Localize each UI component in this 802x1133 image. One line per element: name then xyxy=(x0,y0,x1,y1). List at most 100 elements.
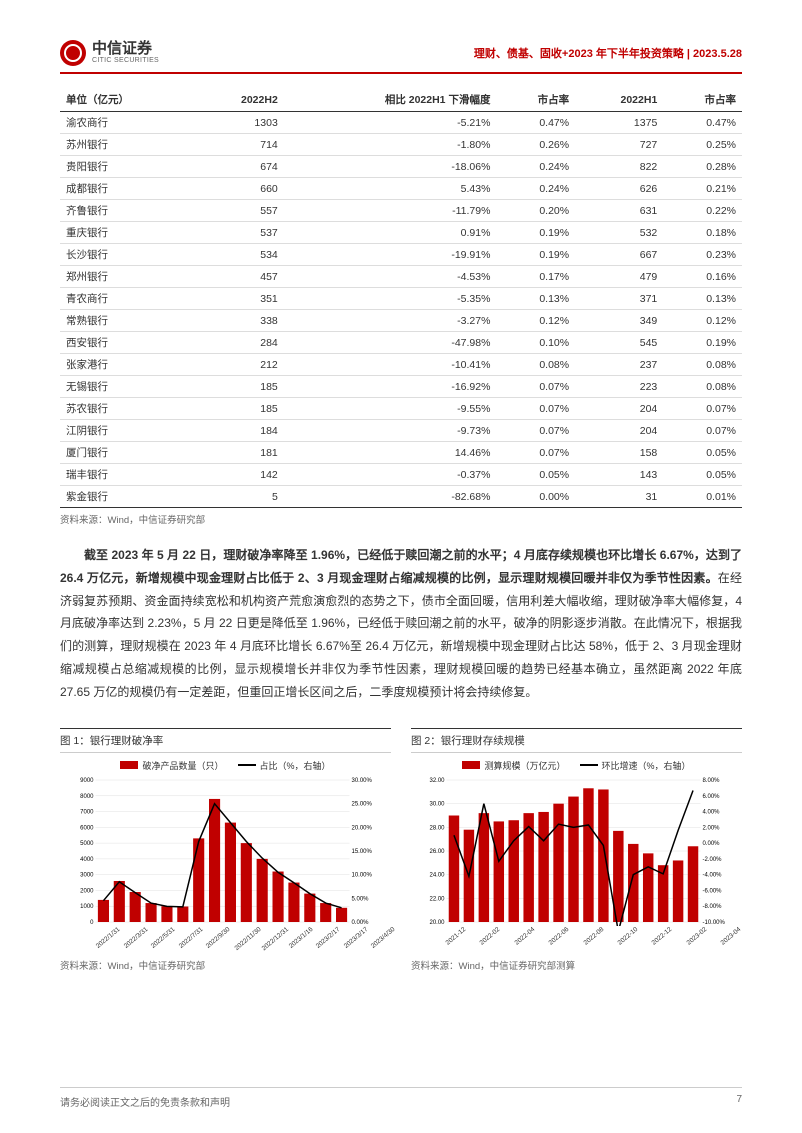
table-cell: 郑州银行 xyxy=(60,266,196,288)
table-header-cell: 2022H2 xyxy=(196,88,284,112)
table-cell: 0.00% xyxy=(496,486,575,508)
table-cell: 631 xyxy=(575,200,663,222)
table-cell: 0.26% xyxy=(496,134,575,156)
svg-text:8.00%: 8.00% xyxy=(703,778,721,784)
svg-text:6.00%: 6.00% xyxy=(703,793,721,799)
table-cell: 瑞丰银行 xyxy=(60,464,196,486)
table-cell: 5.43% xyxy=(284,178,497,200)
table-cell: 0.13% xyxy=(496,288,575,310)
table-cell: 0.17% xyxy=(496,266,575,288)
chart-1: 图 1：银行理财破净率 破净产品数量（只） 占比（%，右轴） 010002000… xyxy=(60,728,391,972)
table-cell: 0.47% xyxy=(496,112,575,134)
table-cell: 0.07% xyxy=(496,398,575,420)
table-cell: 0.07% xyxy=(663,398,742,420)
table-header-cell: 2022H1 xyxy=(575,88,663,112)
table-cell: 532 xyxy=(575,222,663,244)
svg-text:32.00: 32.00 xyxy=(429,778,445,784)
table-cell: 0.28% xyxy=(663,156,742,178)
chart-2-title: 图 2：银行理财存续规模 xyxy=(411,728,742,753)
paragraph-bold: 截至 2023 年 5 月 22 日，理财破净率降至 1.96%，已经低于赎回潮… xyxy=(60,548,742,585)
table-cell: 212 xyxy=(196,354,284,376)
table-cell: 0.13% xyxy=(663,288,742,310)
table-cell: 0.91% xyxy=(284,222,497,244)
logo-text-cn: 中信证券 xyxy=(92,41,159,58)
chart-1-plot: 01000200030004000500060007000800090000.0… xyxy=(60,776,391,926)
table-cell: 727 xyxy=(575,134,663,156)
table-cell: 534 xyxy=(196,244,284,266)
chart-2-legend-bar: 测算规模（万亿元） xyxy=(462,759,565,772)
bank-table: 单位（亿元）2022H2相比 2022H1 下滑幅度市占率2022H1市占率 渝… xyxy=(60,88,742,508)
table-cell: 0.08% xyxy=(663,376,742,398)
table-cell: 贵阳银行 xyxy=(60,156,196,178)
table-cell: 0.07% xyxy=(663,420,742,442)
table-cell: 重庆银行 xyxy=(60,222,196,244)
table-cell: 5 xyxy=(196,486,284,508)
table-header-cell: 市占率 xyxy=(663,88,742,112)
table-cell: 0.22% xyxy=(663,200,742,222)
table-cell: 204 xyxy=(575,398,663,420)
svg-text:5000: 5000 xyxy=(80,841,94,847)
table-cell: 185 xyxy=(196,376,284,398)
table-cell: -0.37% xyxy=(284,464,497,486)
logo: 中信证券 CITIC SECURITIES xyxy=(60,40,159,66)
page-header: 中信证券 CITIC SECURITIES 理财、债基、固收+2023 年下半年… xyxy=(60,40,742,74)
table-source: 资料来源：Wind，中信证券研究部 xyxy=(60,512,742,526)
table-header-cell: 市占率 xyxy=(496,88,575,112)
table-cell: 142 xyxy=(196,464,284,486)
table-row: 重庆银行5370.91%0.19%5320.18% xyxy=(60,222,742,244)
table-cell: 0.21% xyxy=(663,178,742,200)
table-cell: 143 xyxy=(575,464,663,486)
svg-text:9000: 9000 xyxy=(80,778,94,784)
table-cell: 674 xyxy=(196,156,284,178)
legend-bar-swatch xyxy=(462,761,480,769)
table-cell: 0.01% xyxy=(663,486,742,508)
chart-1-legend-line: 占比（%，右轴） xyxy=(238,759,331,772)
table-cell: 714 xyxy=(196,134,284,156)
table-cell: 0.05% xyxy=(663,464,742,486)
table-cell: 江阴银行 xyxy=(60,420,196,442)
table-cell: 西安银行 xyxy=(60,332,196,354)
legend-line-swatch xyxy=(580,764,598,766)
table-header-cell: 相比 2022H1 下滑幅度 xyxy=(284,88,497,112)
svg-text:10.00%: 10.00% xyxy=(352,872,373,878)
table-cell: 厦门银行 xyxy=(60,442,196,464)
chart-1-legend-bar: 破净产品数量（只） xyxy=(120,759,223,772)
svg-text:24.00: 24.00 xyxy=(429,872,445,878)
svg-text:0.00%: 0.00% xyxy=(703,841,721,847)
table-cell: 0.19% xyxy=(663,332,742,354)
table-cell: 0.08% xyxy=(496,354,575,376)
table-row: 苏州银行714-1.80%0.26%7270.25% xyxy=(60,134,742,156)
table-cell: 长沙银行 xyxy=(60,244,196,266)
table-cell: 351 xyxy=(196,288,284,310)
logo-icon xyxy=(60,40,86,66)
chart-1-legend-bar-label: 破净产品数量（只） xyxy=(142,759,223,772)
svg-text:5.00%: 5.00% xyxy=(352,896,370,902)
table-cell: 667 xyxy=(575,244,663,266)
table-cell: 822 xyxy=(575,156,663,178)
table-cell: 31 xyxy=(575,486,663,508)
table-cell: 0.47% xyxy=(663,112,742,134)
table-cell: 14.46% xyxy=(284,442,497,464)
table-cell: 苏州银行 xyxy=(60,134,196,156)
table-cell: 0.18% xyxy=(663,222,742,244)
table-cell: 557 xyxy=(196,200,284,222)
chart-1-title: 图 1：银行理财破净率 xyxy=(60,728,391,753)
table-row: 青农商行351-5.35%0.13%3710.13% xyxy=(60,288,742,310)
table-cell: 1303 xyxy=(196,112,284,134)
page-footer: 请务必阅读正文之后的免责条款和声明 7 xyxy=(60,1087,742,1109)
table-row: 紫金银行5-82.68%0.00%310.01% xyxy=(60,486,742,508)
table-cell: 223 xyxy=(575,376,663,398)
table-cell: 0.19% xyxy=(496,222,575,244)
svg-text:-4.00%: -4.00% xyxy=(703,872,723,878)
table-cell: 0.25% xyxy=(663,134,742,156)
svg-text:15.00%: 15.00% xyxy=(352,849,373,855)
chart-2-source: 资料来源：Wind，中信证券研究部测算 xyxy=(411,958,742,972)
table-row: 张家港行212-10.41%0.08%2370.08% xyxy=(60,354,742,376)
svg-text:2.00%: 2.00% xyxy=(703,825,721,831)
table-cell: 0.16% xyxy=(663,266,742,288)
footer-disclaimer: 请务必阅读正文之后的免责条款和声明 xyxy=(60,1094,230,1109)
table-row: 瑞丰银行142-0.37%0.05%1430.05% xyxy=(60,464,742,486)
chart-2-plot: 20.0022.0024.0026.0028.0030.0032.00-10.0… xyxy=(411,776,742,926)
svg-text:4.00%: 4.00% xyxy=(703,809,721,815)
svg-text:30.00: 30.00 xyxy=(429,801,445,807)
